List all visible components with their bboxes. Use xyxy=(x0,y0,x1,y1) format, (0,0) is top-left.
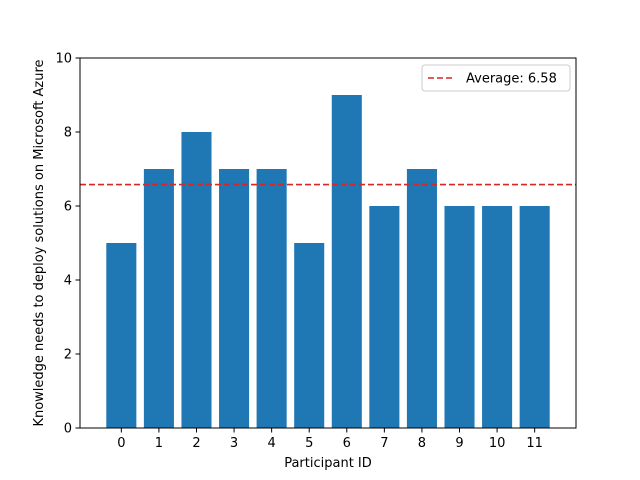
legend-entry-label: Average: 6.58 xyxy=(466,72,557,87)
bar-participant-4 xyxy=(256,169,287,428)
bar-participant-9 xyxy=(444,206,475,428)
bar-participant-1 xyxy=(143,169,174,428)
x-tick-label: 5 xyxy=(305,436,313,451)
y-tick-label: 10 xyxy=(55,52,72,67)
y-tick-label: 8 xyxy=(64,126,72,141)
x-tick-label: 10 xyxy=(489,436,506,451)
bar-group xyxy=(106,95,550,428)
bar-participant-6 xyxy=(331,95,362,428)
x-tick-label: 7 xyxy=(380,436,388,451)
y-tick-label: 2 xyxy=(64,348,72,363)
bar-participant-11 xyxy=(519,206,550,428)
x-tick-label: 9 xyxy=(455,436,463,451)
x-tick-label: 3 xyxy=(230,436,238,451)
y-axis-ticks: 0 2 4 6 8 10 xyxy=(55,52,80,437)
bar-participant-2 xyxy=(181,132,212,428)
x-tick-label: 4 xyxy=(267,436,275,451)
x-axis-label: Participant ID xyxy=(284,456,372,471)
y-tick-label: 6 xyxy=(64,200,72,215)
y-tick-label: 0 xyxy=(64,422,72,437)
bar-participant-8 xyxy=(406,169,437,428)
axes xyxy=(79,57,577,429)
y-tick-label: 4 xyxy=(64,274,72,289)
bar-participant-5 xyxy=(294,243,325,428)
plot-frame xyxy=(79,57,577,429)
x-tick-label: 1 xyxy=(155,436,163,451)
x-tick-label: 8 xyxy=(418,436,426,451)
bar-participant-3 xyxy=(219,169,250,428)
x-tick-label: 0 xyxy=(117,436,125,451)
y-axis-label: Knowledge needs to deploy solutions on M… xyxy=(32,59,47,426)
x-tick-label: 11 xyxy=(526,436,543,451)
x-axis-ticks: 0 1 2 3 4 5 6 7 8 9 10 11 xyxy=(117,428,543,451)
bar-participant-0 xyxy=(106,243,137,428)
bar-participant-10 xyxy=(482,206,513,428)
legend: Average: 6.58 xyxy=(421,64,571,92)
x-tick-label: 2 xyxy=(192,436,200,451)
bar-participant-7 xyxy=(369,206,400,428)
legend-box xyxy=(421,64,571,92)
x-tick-label: 6 xyxy=(343,436,351,451)
